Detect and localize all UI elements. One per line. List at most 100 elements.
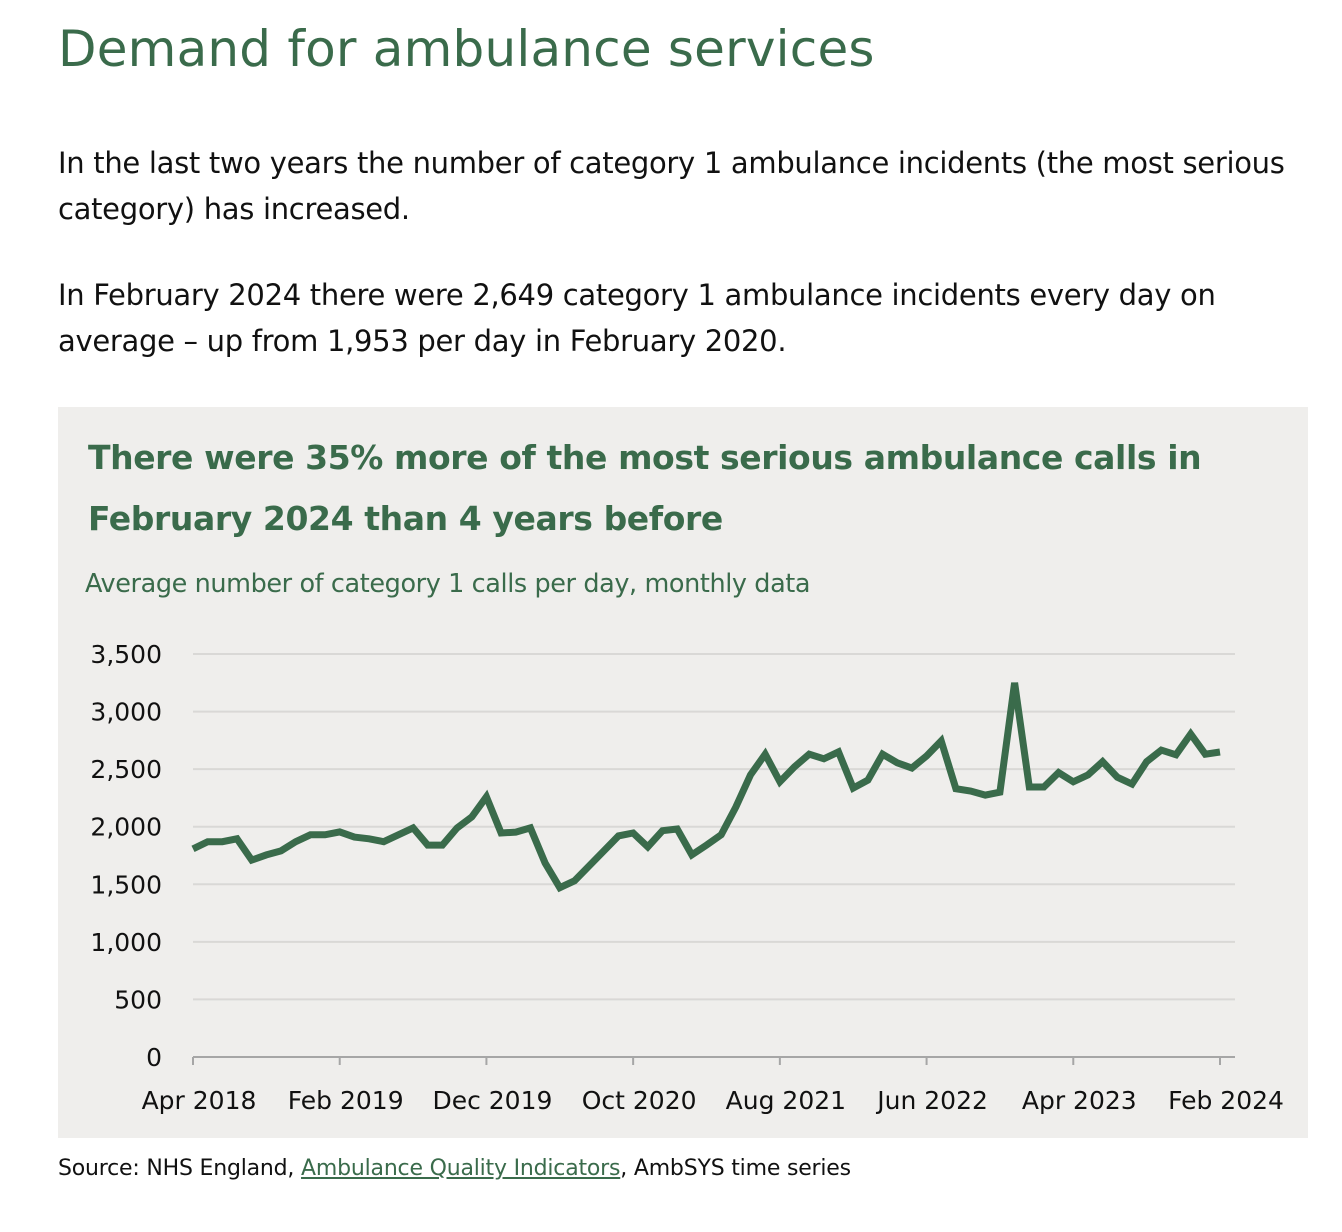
data-point xyxy=(1014,682,1015,683)
data-point xyxy=(926,755,927,756)
data-point xyxy=(838,751,839,752)
x-tick-label: Feb 2019 xyxy=(288,1086,404,1115)
x-tick-label: Feb 2024 xyxy=(1168,1086,1284,1115)
data-point xyxy=(647,846,648,847)
data-point xyxy=(515,832,516,833)
data-point xyxy=(1161,750,1162,751)
data-point xyxy=(310,834,311,835)
y-tick-label: 3,500 xyxy=(90,640,162,669)
y-tick-label: 500 xyxy=(114,985,162,1014)
data-point xyxy=(545,862,546,863)
data-point xyxy=(574,880,575,881)
x-tick-label: Aug 2021 xyxy=(726,1086,846,1115)
data-point xyxy=(911,767,912,768)
chart-subtitle: Average number of category 1 calls per d… xyxy=(85,569,811,599)
data-point xyxy=(457,827,458,828)
data-point xyxy=(486,796,487,797)
data-point xyxy=(1102,761,1103,762)
data-point xyxy=(735,807,736,808)
x-tick-label: Apr 2023 xyxy=(1022,1086,1137,1115)
x-tick-label: Jun 2022 xyxy=(875,1086,988,1115)
data-point xyxy=(589,865,590,866)
data-point xyxy=(281,850,282,851)
data-point xyxy=(1131,784,1132,785)
series-line xyxy=(191,682,1221,893)
y-axis: 0 500 1,000 1,500 2,000 2,500 3,000 3,500 xyxy=(90,640,162,1072)
data-point xyxy=(779,781,780,782)
data-point xyxy=(383,841,384,842)
data-point xyxy=(867,780,868,781)
data-point xyxy=(677,829,678,830)
data-point xyxy=(222,841,223,842)
data-point xyxy=(750,774,751,775)
data-point xyxy=(207,841,208,842)
data-point xyxy=(251,860,252,861)
y-tick-label: 3,000 xyxy=(90,698,162,727)
data-point xyxy=(794,766,795,767)
data-point xyxy=(1205,754,1206,755)
data-point xyxy=(530,827,531,828)
data-point xyxy=(985,795,986,796)
y-tick-label: 1,500 xyxy=(90,870,162,899)
data-point xyxy=(339,831,340,832)
data-point xyxy=(427,845,428,846)
data-point xyxy=(897,762,898,763)
data-point xyxy=(662,830,663,831)
x-tick-label: Oct 2020 xyxy=(582,1086,697,1115)
data-point xyxy=(1220,751,1221,752)
data-point xyxy=(765,754,766,755)
source-link[interactable]: Ambulance Quality Indicators xyxy=(301,1156,621,1181)
y-tick-label: 1,000 xyxy=(90,928,162,957)
data-point xyxy=(501,833,502,834)
data-point xyxy=(442,845,443,846)
series-layer xyxy=(191,682,1221,893)
data-point xyxy=(1190,734,1191,735)
data-point xyxy=(1029,786,1030,787)
line-chart: 0 500 1,000 1,500 2,000 2,500 3,000 3,500 Apr 2… xyxy=(90,640,1284,1115)
data-point xyxy=(706,845,707,846)
data-point xyxy=(237,838,238,839)
data-point xyxy=(999,792,1000,793)
y-tick-label: 0 xyxy=(146,1043,162,1072)
data-point xyxy=(295,841,296,842)
data-point xyxy=(955,788,956,789)
data-point xyxy=(325,834,326,835)
data-point xyxy=(809,754,810,755)
data-point xyxy=(354,837,355,838)
data-point xyxy=(823,758,824,759)
data-point xyxy=(853,788,854,789)
data-point xyxy=(471,816,472,817)
data-point xyxy=(398,834,399,835)
chart-title: There were 35% more of the most serious … xyxy=(88,438,1202,538)
data-point xyxy=(266,854,267,855)
data-point xyxy=(633,833,634,834)
data-point xyxy=(1073,781,1074,782)
source-prefix: Source: NHS England, xyxy=(58,1156,302,1181)
intro-paragraph: In the last two years the number of cate… xyxy=(58,146,1285,226)
data-point xyxy=(882,754,883,755)
chart-panel: There were 35% more of the most serious … xyxy=(58,407,1308,1138)
y-tick-label: 2,500 xyxy=(90,755,162,784)
data-point xyxy=(721,834,722,835)
data-point xyxy=(970,791,971,792)
statistic-paragraph: In February 2024 there were 2,649 catego… xyxy=(58,278,1216,358)
x-tick-label: Dec 2019 xyxy=(432,1086,552,1115)
data-point xyxy=(559,887,560,888)
data-point xyxy=(193,848,194,849)
y-tick-label: 2,000 xyxy=(90,813,162,842)
data-point xyxy=(941,740,942,741)
data-point xyxy=(1058,772,1059,773)
source-suffix: , AmbSYS time series xyxy=(620,1156,851,1181)
x-axis: Apr 2018 Feb 2019 Dec 2019 Oct 2020 Aug 2021… xyxy=(142,1056,1284,1115)
data-point xyxy=(618,835,619,836)
gridlines xyxy=(193,653,1235,1001)
data-point xyxy=(1175,754,1176,755)
data-point xyxy=(413,827,414,828)
source-note: Source: NHS England, Ambulance Quality I… xyxy=(58,1156,851,1181)
data-point xyxy=(1146,761,1147,762)
data-point xyxy=(691,854,692,855)
page-title: Demand for ambulance services xyxy=(58,20,875,78)
data-point xyxy=(1087,774,1088,775)
data-point xyxy=(369,838,370,839)
data-point xyxy=(1043,786,1044,787)
